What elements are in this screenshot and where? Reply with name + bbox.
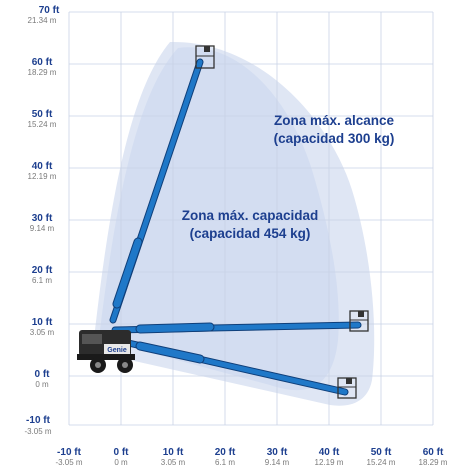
platform-horizontal-icon: [349, 310, 369, 332]
x-label-m: 0 m: [114, 458, 128, 467]
x-label-m: 15.24 m: [367, 458, 396, 467]
y-label-ft: 70 ft: [39, 5, 60, 16]
platform-top-icon: [195, 45, 215, 69]
boom-vertical: [109, 58, 204, 324]
y-axis-labels: 70 ft 21.34 m 60 ft 18.29 m 50 ft 15.24 …: [24, 5, 60, 436]
y-label-m: -3.05 m: [24, 427, 51, 436]
y-label-m: 21.34 m: [28, 16, 57, 25]
x-label-ft: 0 ft: [114, 447, 130, 458]
boom-horizontal: [111, 321, 362, 334]
boom-below-grade: [111, 336, 349, 396]
max-capacity-zone: [100, 47, 339, 391]
x-label-m: 6.1 m: [215, 458, 235, 467]
x-label-ft: -10 ft: [57, 447, 82, 458]
y-label-m: 12.19 m: [28, 172, 57, 181]
x-label-ft: 20 ft: [215, 447, 236, 458]
y-label-ft: 20 ft: [32, 265, 53, 276]
y-label-ft: -10 ft: [26, 415, 51, 426]
y-label-ft: 0 ft: [35, 369, 51, 380]
y-label-m: 3.05 m: [30, 328, 55, 337]
x-axis-labels: -10 ft -3.05 m 0 ft 0 m 10 ft 3.05 m 20 …: [55, 447, 447, 467]
y-label-ft: 50 ft: [32, 109, 53, 120]
x-label-ft: 60 ft: [423, 447, 444, 458]
x-label-ft: 50 ft: [371, 447, 392, 458]
y-label-ft: 30 ft: [32, 213, 53, 224]
x-label-m: 12.19 m: [315, 458, 344, 467]
max-reach-title: Zona máx. alcance: [274, 113, 395, 128]
x-label-ft: 40 ft: [319, 447, 340, 458]
x-label-m: 18.29 m: [419, 458, 448, 467]
y-label-ft: 40 ft: [32, 161, 53, 172]
y-label-m: 6.1 m: [32, 276, 52, 285]
y-label-m: 15.24 m: [28, 120, 57, 129]
x-label-ft: 10 ft: [163, 447, 184, 458]
y-label-ft: 10 ft: [32, 317, 53, 328]
y-label-m: 9.14 m: [30, 224, 55, 233]
x-label-m: -3.05 m: [55, 458, 82, 467]
x-label-m: 9.14 m: [265, 458, 290, 467]
machine-chassis: Genie: [77, 330, 135, 360]
brand-logo: Genie: [107, 347, 127, 354]
y-label-m: 0 m: [35, 380, 49, 389]
x-label-m: 3.05 m: [161, 458, 186, 467]
platform-low-icon: [337, 377, 357, 399]
y-label-ft: 60 ft: [32, 57, 53, 68]
max-capacity-capacity: (capacidad 454 kg): [190, 226, 311, 241]
max-reach-capacity: (capacidad 300 kg): [274, 131, 395, 146]
wheels: [90, 357, 133, 373]
x-label-ft: 30 ft: [267, 447, 288, 458]
max-capacity-title: Zona máx. capacidad: [182, 208, 319, 223]
y-label-m: 18.29 m: [28, 68, 57, 77]
